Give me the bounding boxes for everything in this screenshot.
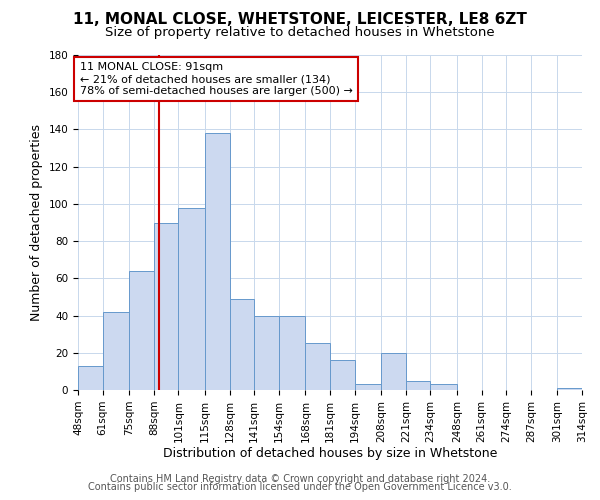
Text: 11, MONAL CLOSE, WHETSTONE, LEICESTER, LE8 6ZT: 11, MONAL CLOSE, WHETSTONE, LEICESTER, L… bbox=[73, 12, 527, 28]
Bar bbox=[330, 360, 355, 390]
Bar bbox=[78, 366, 103, 390]
Text: Size of property relative to detached houses in Whetstone: Size of property relative to detached ho… bbox=[105, 26, 495, 39]
Bar bbox=[154, 222, 178, 390]
Text: Contains public sector information licensed under the Open Government Licence v3: Contains public sector information licen… bbox=[88, 482, 512, 492]
Bar bbox=[406, 380, 430, 390]
Bar bbox=[205, 133, 230, 390]
Bar bbox=[430, 384, 457, 390]
Bar bbox=[129, 271, 154, 390]
Bar bbox=[305, 344, 330, 390]
Bar bbox=[230, 299, 254, 390]
X-axis label: Distribution of detached houses by size in Whetstone: Distribution of detached houses by size … bbox=[163, 448, 497, 460]
Bar bbox=[557, 388, 582, 390]
Text: 11 MONAL CLOSE: 91sqm
← 21% of detached houses are smaller (134)
78% of semi-det: 11 MONAL CLOSE: 91sqm ← 21% of detached … bbox=[80, 62, 353, 96]
Bar bbox=[279, 316, 305, 390]
Bar bbox=[355, 384, 381, 390]
Bar bbox=[178, 208, 205, 390]
Bar bbox=[103, 312, 129, 390]
Bar bbox=[254, 316, 279, 390]
Text: Contains HM Land Registry data © Crown copyright and database right 2024.: Contains HM Land Registry data © Crown c… bbox=[110, 474, 490, 484]
Bar bbox=[381, 353, 406, 390]
Y-axis label: Number of detached properties: Number of detached properties bbox=[30, 124, 43, 321]
